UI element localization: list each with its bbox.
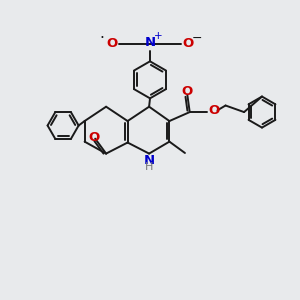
Text: ·: · <box>100 31 105 46</box>
Text: H: H <box>145 162 153 172</box>
Text: N: N <box>144 36 156 49</box>
Text: O: O <box>106 38 117 50</box>
Text: +: + <box>154 31 163 40</box>
Text: −: − <box>192 32 202 45</box>
Text: O: O <box>182 85 193 98</box>
Text: O: O <box>88 130 99 144</box>
Text: O: O <box>183 38 194 50</box>
Text: N: N <box>143 154 155 167</box>
Text: O: O <box>208 104 219 117</box>
